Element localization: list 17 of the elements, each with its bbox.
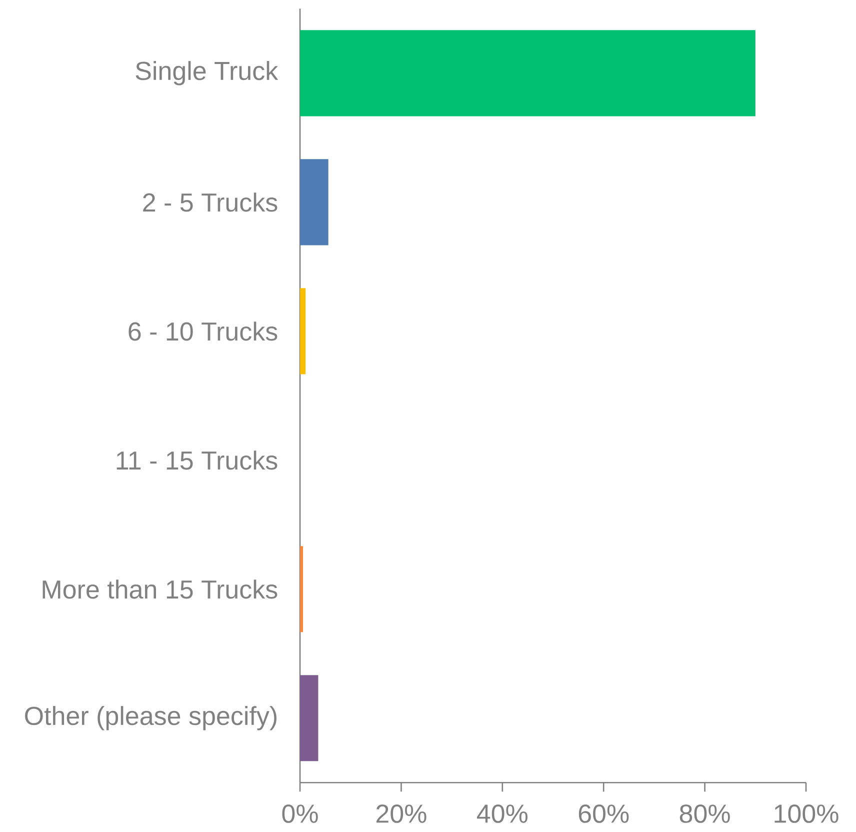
bar [300,546,304,632]
bar [300,288,306,374]
x-tick-label: 20% [376,804,426,824]
x-tick-label: 80% [680,804,730,824]
y-tick-label: Other (please specify) [25,706,276,730]
y-tick-label: Single Truck [136,61,278,86]
y-tick-label: More than 15 Trucks [42,580,278,599]
x-tick-label: 100% [774,804,838,824]
y-tick-label: 2 - 5 Trucks [143,192,278,212]
x-tick-label: 40% [476,804,528,824]
bar [300,159,328,246]
y-tick-label: 11 - 15 Trucks [116,450,278,470]
x-tick-label: 60% [578,804,629,824]
bar [300,675,318,762]
y-tick-label: 6 - 10 Trucks [128,322,278,341]
bar [300,30,756,116]
x-tick-label: 0% [282,804,318,824]
